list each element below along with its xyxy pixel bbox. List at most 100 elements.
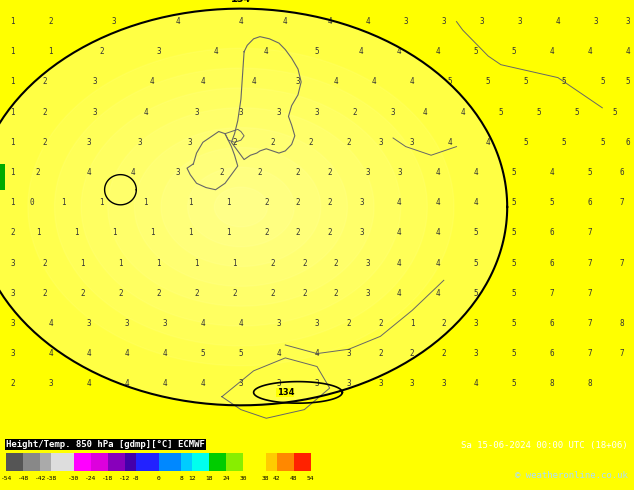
Text: 3: 3 bbox=[10, 259, 15, 268]
Text: 2: 2 bbox=[441, 319, 446, 328]
Text: 5: 5 bbox=[498, 108, 503, 117]
Text: 3: 3 bbox=[441, 17, 446, 26]
Text: 2: 2 bbox=[270, 289, 275, 298]
Text: 38: 38 bbox=[262, 476, 269, 481]
Text: 4: 4 bbox=[410, 77, 415, 86]
Text: 3: 3 bbox=[365, 289, 370, 298]
Text: 4: 4 bbox=[150, 77, 155, 86]
Text: 4: 4 bbox=[587, 47, 592, 56]
Text: 8: 8 bbox=[619, 319, 624, 328]
Text: 3: 3 bbox=[10, 319, 15, 328]
Text: -54: -54 bbox=[1, 476, 12, 481]
Text: 1: 1 bbox=[99, 198, 104, 207]
Text: 1: 1 bbox=[188, 198, 193, 207]
Text: 5: 5 bbox=[562, 77, 567, 86]
Text: 3: 3 bbox=[391, 108, 396, 117]
Text: 4: 4 bbox=[435, 198, 440, 207]
Text: 1: 1 bbox=[232, 259, 237, 268]
Text: 1: 1 bbox=[118, 259, 123, 268]
Bar bbox=[243, 453, 266, 471]
Text: 2: 2 bbox=[10, 228, 15, 237]
Text: 1: 1 bbox=[410, 319, 415, 328]
Polygon shape bbox=[28, 49, 454, 366]
Text: Height/Temp. 850 hPa [gdmp][°C] ECMWF: Height/Temp. 850 hPa [gdmp][°C] ECMWF bbox=[6, 440, 205, 449]
Text: 5: 5 bbox=[473, 289, 478, 298]
Text: 3: 3 bbox=[10, 349, 15, 358]
Text: 2: 2 bbox=[232, 289, 237, 298]
Bar bbox=[192, 453, 209, 471]
Text: 1: 1 bbox=[80, 259, 85, 268]
Text: 4: 4 bbox=[365, 17, 370, 26]
Text: 5: 5 bbox=[600, 77, 605, 86]
Text: 4: 4 bbox=[213, 47, 218, 56]
Text: 24: 24 bbox=[223, 476, 230, 481]
Text: 3: 3 bbox=[314, 319, 320, 328]
Text: 4: 4 bbox=[486, 138, 491, 147]
Text: 6: 6 bbox=[549, 349, 554, 358]
Text: 2: 2 bbox=[156, 289, 161, 298]
Text: 4: 4 bbox=[124, 379, 129, 388]
Text: 4: 4 bbox=[200, 379, 205, 388]
Text: 3: 3 bbox=[276, 379, 281, 388]
Text: -42: -42 bbox=[34, 476, 46, 481]
Text: 12: 12 bbox=[188, 476, 196, 481]
Bar bbox=[294, 453, 311, 471]
Text: 5: 5 bbox=[448, 77, 453, 86]
Text: 6: 6 bbox=[625, 138, 630, 147]
Bar bbox=[23, 453, 40, 471]
Polygon shape bbox=[55, 68, 427, 346]
Text: 48: 48 bbox=[290, 476, 297, 481]
Text: 8: 8 bbox=[179, 476, 183, 481]
Text: 3: 3 bbox=[397, 168, 402, 177]
Text: 5: 5 bbox=[574, 108, 579, 117]
Text: 5: 5 bbox=[587, 168, 592, 177]
Text: 5: 5 bbox=[612, 108, 618, 117]
Text: 4: 4 bbox=[549, 47, 554, 56]
Text: -24: -24 bbox=[85, 476, 96, 481]
Text: 2: 2 bbox=[378, 349, 383, 358]
Text: 2: 2 bbox=[295, 228, 301, 237]
Text: 2: 2 bbox=[118, 289, 123, 298]
Text: 3: 3 bbox=[410, 379, 415, 388]
Text: 3: 3 bbox=[346, 379, 351, 388]
Text: 1: 1 bbox=[226, 198, 231, 207]
Text: 4: 4 bbox=[435, 289, 440, 298]
Text: 3: 3 bbox=[93, 108, 98, 117]
Text: 2: 2 bbox=[441, 349, 446, 358]
Text: 7: 7 bbox=[619, 349, 624, 358]
Text: 1: 1 bbox=[188, 228, 193, 237]
Text: 3: 3 bbox=[359, 198, 364, 207]
Text: 5: 5 bbox=[473, 228, 478, 237]
Text: 3: 3 bbox=[410, 138, 415, 147]
Text: 3: 3 bbox=[314, 379, 320, 388]
Text: 30: 30 bbox=[239, 476, 247, 481]
Text: 5: 5 bbox=[511, 349, 516, 358]
Text: 5: 5 bbox=[511, 168, 516, 177]
Text: 4: 4 bbox=[314, 349, 320, 358]
Text: 3: 3 bbox=[93, 77, 98, 86]
Text: 5: 5 bbox=[549, 198, 554, 207]
Polygon shape bbox=[188, 167, 294, 246]
Text: 3: 3 bbox=[473, 319, 478, 328]
Text: 2: 2 bbox=[264, 228, 269, 237]
Text: 2: 2 bbox=[346, 319, 351, 328]
Text: 2: 2 bbox=[327, 198, 332, 207]
Text: 5: 5 bbox=[511, 198, 516, 207]
Text: 1: 1 bbox=[156, 259, 161, 268]
Text: 4: 4 bbox=[143, 108, 148, 117]
Text: 2: 2 bbox=[42, 138, 47, 147]
Text: 4: 4 bbox=[327, 17, 332, 26]
Text: 5: 5 bbox=[511, 319, 516, 328]
Polygon shape bbox=[0, 9, 507, 405]
Text: 4: 4 bbox=[435, 228, 440, 237]
Text: 4: 4 bbox=[448, 138, 453, 147]
Polygon shape bbox=[161, 147, 321, 267]
Bar bbox=[158, 453, 181, 471]
Text: 4: 4 bbox=[397, 228, 402, 237]
Text: 2: 2 bbox=[80, 289, 85, 298]
Text: 3: 3 bbox=[314, 108, 320, 117]
Text: 2: 2 bbox=[327, 168, 332, 177]
Text: 134: 134 bbox=[276, 388, 294, 397]
Text: 3: 3 bbox=[276, 108, 281, 117]
Text: 1: 1 bbox=[61, 198, 66, 207]
